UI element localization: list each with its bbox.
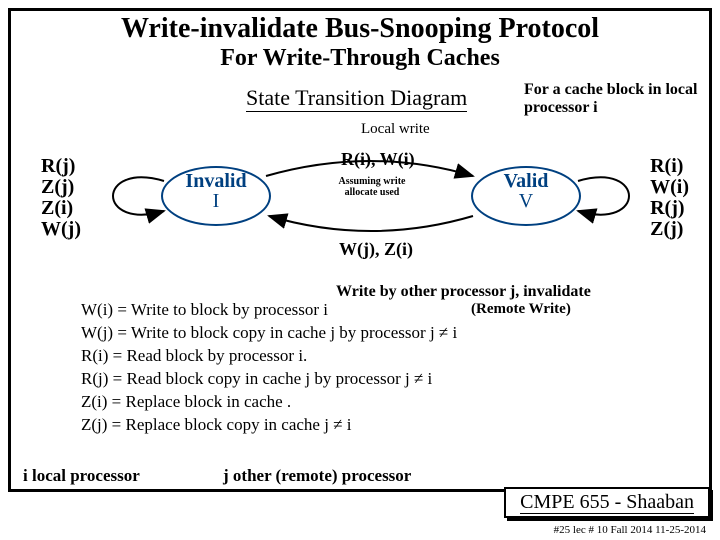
remote-write: (Remote Write): [471, 301, 571, 318]
note-top: For a cache block in local processor i: [524, 81, 699, 117]
footer-i: i local processor: [23, 466, 140, 486]
course-text: CMPE 655 - Shaaban: [520, 491, 694, 514]
slide-frame: Write-invalidate Bus-Snooping Protocol F…: [8, 8, 712, 492]
legend: W(i) = Write to block by processor iW(j)…: [81, 299, 457, 437]
edge-bot-label: W(j), Z(i): [339, 239, 413, 260]
state-invalid: Invalid I: [161, 166, 271, 226]
edge-top-label: R(i), W(i): [341, 149, 415, 170]
state-valid-short: V: [473, 190, 579, 213]
state-invalid-short: I: [163, 190, 269, 213]
lecture-line: #25 lec # 10 Fall 2014 11-25-2014: [554, 524, 706, 536]
subtitle1: For Write-Through Caches: [11, 45, 709, 72]
subtitle2: State Transition Diagram: [246, 85, 467, 112]
state-diagram: R(j)Z(j)Z(i)W(j) R(i)W(i)R(j)Z(j) Invali…: [11, 131, 709, 281]
footer-j: j other (remote) processor: [223, 466, 411, 486]
edge-mid-label: Assuming write allocate used: [327, 176, 417, 198]
title: Write-invalidate Bus-Snooping Protocol: [11, 13, 709, 45]
course-footer: CMPE 655 - Shaaban: [504, 487, 710, 518]
note-top-text: For a cache block in local processor i: [524, 81, 697, 116]
state-valid: Valid V: [471, 166, 581, 226]
